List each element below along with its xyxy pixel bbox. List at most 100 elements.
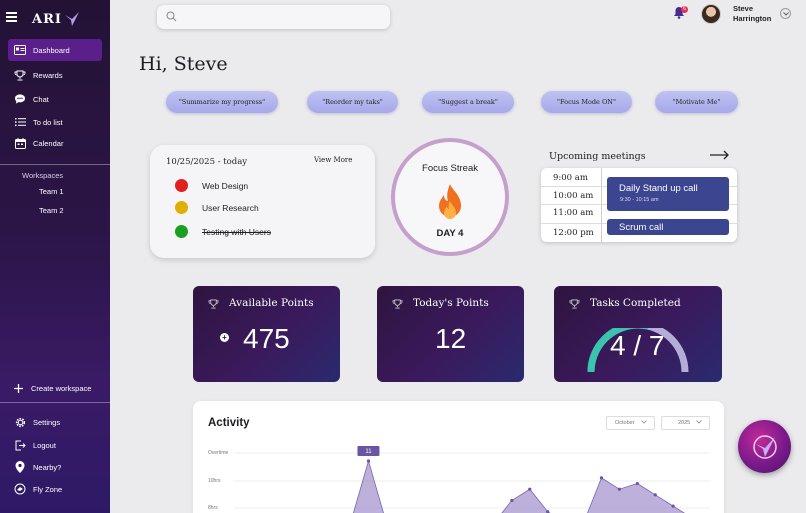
hamburger-menu-icon[interactable] <box>6 12 17 22</box>
chart-tooltip <box>357 446 380 456</box>
arrow-right-icon[interactable] <box>710 150 730 160</box>
view-more-link[interactable]: View More <box>314 156 353 164</box>
todays-points-card: Today's Points 12 <box>377 286 524 382</box>
task-label: Testing with Users <box>202 226 271 237</box>
sidebar-item-fly-zone[interactable]: Fly Zone <box>8 478 102 500</box>
activity-chart: 11 <box>235 446 709 513</box>
search-input[interactable] <box>157 5 390 29</box>
logout-icon <box>14 439 26 451</box>
app-logo[interactable]: ARI <box>32 10 81 28</box>
sidebar-item-label: Logout <box>33 440 56 450</box>
workspaces-heading: Workspaces <box>22 171 64 180</box>
plus-circle-icon: + <box>220 333 229 342</box>
task-label: Web Design <box>202 180 249 191</box>
y-tick-label: 10hrs <box>208 478 221 484</box>
progress-gauge <box>587 328 689 373</box>
focus-streak-widget: Focus Streak DAY 4 <box>391 138 509 256</box>
available-points-card: Available Points + 475 <box>193 286 340 382</box>
data-point <box>546 510 550 513</box>
create-workspace-label: Create workspace <box>31 383 92 393</box>
task-item[interactable]: Web Design <box>175 179 248 192</box>
tasks-completed-card: Tasks Completed 4 / 7 <box>554 286 722 382</box>
avatar[interactable] <box>701 4 721 24</box>
hummingbird-icon <box>64 12 79 26</box>
sidebar-item-label: To do list <box>33 117 63 127</box>
activity-card: Activity October 2025 Overtime 10hrs 8hr… <box>193 401 724 513</box>
list-icon <box>14 116 26 128</box>
meeting-title: Scrum call <box>619 222 664 233</box>
data-point <box>366 459 371 463</box>
meetings-schedule: 9:00 am 10:00 am 11:00 am 12:00 pm Daily… <box>541 168 737 242</box>
location-pin-icon <box>14 461 26 473</box>
workspace-team-2[interactable]: Team 2 <box>39 206 64 215</box>
month-select[interactable]: October <box>606 416 655 430</box>
data-point <box>653 493 657 497</box>
time-slot: 12:00 pm <box>541 224 737 243</box>
sidebar-item-dashboard[interactable]: Dashboard <box>8 39 102 61</box>
data-point <box>617 487 621 491</box>
sidebar-item-label: Dashboard <box>33 45 70 55</box>
sidebar-item-logout[interactable]: Logout <box>8 434 102 456</box>
streak-title: Focus Streak <box>422 163 478 174</box>
prompt-chip-summarize[interactable]: "Summarize my progress" <box>166 91 278 113</box>
prompt-chip-focus-mode[interactable]: "Focus Mode ON" <box>541 91 632 113</box>
prompt-chip-suggest-break[interactable]: "Suggest a break" <box>422 91 514 113</box>
logo-text: ARI <box>32 11 62 27</box>
data-point <box>671 504 675 508</box>
user-last-name: Harrington <box>733 14 772 23</box>
year-select-value: 2025 <box>678 420 691 426</box>
trophy-icon <box>392 299 403 309</box>
sidebar-item-label: Nearby? <box>33 462 62 472</box>
sidebar-item-label: Calendar <box>33 138 64 148</box>
time-label: 10:00 am <box>553 190 594 201</box>
activity-area-series <box>352 459 685 513</box>
workspace-team-1[interactable]: Team 1 <box>39 187 64 196</box>
data-point <box>528 487 532 491</box>
y-tick-label: Overtime <box>208 450 229 456</box>
prompt-chip-motivate[interactable]: "Motivate Me" <box>655 91 738 113</box>
stat-value: 475 <box>243 323 290 354</box>
sidebar-item-nearby[interactable]: Nearby? <box>8 456 102 478</box>
chart-tooltip-label: 11 <box>365 449 372 455</box>
flame-icon <box>439 184 461 219</box>
search-icon <box>166 11 177 22</box>
time-label: 9:00 am <box>553 173 588 183</box>
sidebar-item-label: Rewards <box>33 70 63 80</box>
sidebar-item-rewards[interactable]: Rewards <box>8 64 102 86</box>
data-point <box>510 498 514 503</box>
year-select[interactable]: 2025 <box>661 416 710 430</box>
calendar-icon <box>14 137 26 149</box>
assistant-button[interactable] <box>738 420 791 473</box>
meeting-event[interactable]: Scrum call <box>607 219 729 235</box>
create-workspace-button[interactable]: Create workspace <box>8 377 102 399</box>
sidebar-item-label: Settings <box>33 417 61 427</box>
hummingbird-icon <box>752 434 777 459</box>
sidebar-item-to-do-list[interactable]: To do list <box>8 111 102 133</box>
page-title: Hi, Steve <box>139 53 228 75</box>
data-point <box>635 481 639 486</box>
task-date: 10/25/2025 - today <box>166 157 248 167</box>
sidebar-item-label: Fly Zone <box>33 484 63 494</box>
user-menu-chevron-icon[interactable] <box>780 8 791 19</box>
meeting-event[interactable]: Daily Stand up call 9:30 - 10:15 am <box>607 177 729 211</box>
sidebar-item-settings[interactable]: Settings <box>8 411 102 433</box>
sidebar-divider <box>0 164 110 165</box>
streak-day: DAY 4 <box>436 228 464 239</box>
trophy-icon <box>208 299 219 309</box>
task-item[interactable]: Testing with Users <box>175 225 271 238</box>
sidebar-item-calendar[interactable]: Calendar <box>8 132 102 154</box>
stat-label: Today's Points <box>413 297 489 309</box>
task-item[interactable]: User Research <box>175 201 259 214</box>
today-tasks-card: 10/25/2025 - today View More Web Design … <box>150 145 375 258</box>
time-label: 11:00 am <box>553 208 594 218</box>
fly-zone-icon <box>14 483 26 495</box>
prompt-chip-reorder[interactable]: "Reorder my taks" <box>307 91 398 113</box>
time-label: 12:00 pm <box>553 227 594 238</box>
stat-value: 4 / 7 <box>610 330 665 361</box>
trophy-icon <box>14 69 26 81</box>
chat-icon <box>14 93 26 105</box>
chevron-down-icon <box>641 420 647 424</box>
sidebar-item-chat[interactable]: Chat <box>8 88 102 110</box>
sidebar-item-label: Chat <box>33 94 49 104</box>
task-status-dot <box>175 179 188 192</box>
